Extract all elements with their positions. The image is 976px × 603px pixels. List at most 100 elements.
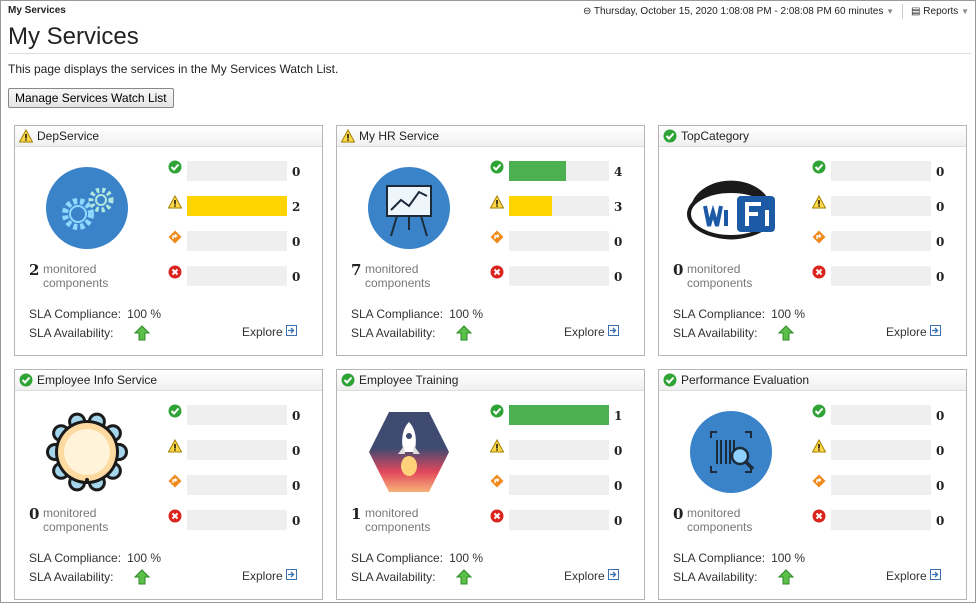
- service-name[interactable]: TopCategory: [681, 129, 750, 143]
- fatal-count: 0: [936, 514, 945, 528]
- warning-count-row[interactable]: 0: [812, 195, 957, 217]
- card-header: TopCategory: [659, 126, 966, 147]
- flower-icon: [45, 410, 129, 499]
- fatal-count-row[interactable]: 0: [812, 265, 957, 287]
- warning-count-row[interactable]: 0: [490, 439, 635, 461]
- sla-availability: SLA Availability:: [351, 325, 472, 341]
- explore-link[interactable]: Explore: [242, 325, 298, 339]
- explore-icon: [930, 569, 942, 583]
- normal-count: 0: [936, 165, 945, 179]
- critical-bar: [831, 231, 931, 251]
- sla-compliance-value: 100 %: [771, 551, 806, 565]
- normal-count-row[interactable]: 4: [490, 160, 635, 182]
- normal-count: 0: [292, 409, 301, 423]
- chevron-down-icon: ▼: [886, 7, 895, 16]
- critical-count-row[interactable]: 0: [168, 230, 313, 252]
- service-name[interactable]: Employee Training: [359, 373, 459, 387]
- fatal-count-row[interactable]: 0: [490, 509, 635, 531]
- explore-link[interactable]: Explore: [242, 569, 298, 583]
- service-card[interactable]: DepService 2 monitored components 0 2 0 0 SLA…: [14, 125, 323, 356]
- manage-watch-list-button[interactable]: Manage Services Watch List: [8, 88, 174, 108]
- normal-count-row[interactable]: 0: [168, 404, 313, 426]
- normal-count: 4: [614, 165, 623, 179]
- normal-count: 0: [292, 165, 301, 179]
- sla-availability: SLA Availability:: [29, 569, 150, 585]
- critical-count-row[interactable]: 0: [490, 474, 635, 496]
- critical-count-row[interactable]: 0: [812, 230, 957, 252]
- critical-bar: [187, 475, 287, 495]
- critical-bar: [831, 475, 931, 495]
- normal-bar: [831, 161, 931, 181]
- explore-link[interactable]: Explore: [886, 569, 942, 583]
- arrow-up-icon: [777, 325, 794, 341]
- critical-count: 0: [614, 479, 623, 493]
- fatal-bar: [187, 510, 287, 530]
- warning-bar-fill: [509, 196, 552, 216]
- warning-count-row[interactable]: 2: [168, 195, 313, 217]
- normal-count-row[interactable]: 0: [812, 160, 957, 182]
- service-name[interactable]: Employee Info Service: [37, 373, 158, 387]
- service-name[interactable]: Performance Evaluation: [681, 373, 810, 387]
- explore-link[interactable]: Explore: [564, 325, 620, 339]
- fatal-count-row[interactable]: 0: [168, 265, 313, 287]
- critical-bar: [187, 231, 287, 251]
- service-card[interactable]: Employee Info Service 0 monitored componen…: [14, 369, 323, 600]
- warning-count: 0: [614, 444, 623, 458]
- warning-count: 2: [292, 200, 301, 214]
- sla-compliance: SLA Compliance: 100 %: [351, 551, 484, 565]
- explore-link[interactable]: Explore: [564, 569, 620, 583]
- warning-bar: [187, 196, 287, 216]
- warning-bar: [509, 440, 609, 460]
- normal-bar: [187, 405, 287, 425]
- monitored-components: 2 monitored components: [29, 261, 109, 290]
- critical-count-row[interactable]: 0: [490, 230, 635, 252]
- fatal-count-row[interactable]: 0: [168, 509, 313, 531]
- rocket-icon: [367, 410, 451, 499]
- sla-availability: SLA Availability:: [351, 569, 472, 585]
- service-card[interactable]: Performance Evaluation 0 monitored compone…: [658, 369, 967, 600]
- arrow-up-icon: [777, 569, 794, 585]
- fatal-count-row[interactable]: 0: [490, 265, 635, 287]
- report-icon: ▤: [911, 6, 924, 17]
- monitored-components: 7 monitored components: [351, 261, 431, 290]
- fatal-bar: [509, 266, 609, 286]
- sla-availability: SLA Availability:: [673, 325, 794, 341]
- warning-count: 3: [614, 200, 623, 214]
- warning-count-row[interactable]: 3: [490, 195, 635, 217]
- monitored-components: 0 monitored components: [673, 505, 753, 534]
- warning-count-row[interactable]: 0: [812, 439, 957, 461]
- reports-menu[interactable]: ▤ Reports ▼: [911, 6, 969, 17]
- time-range-selector[interactable]: ⊖ Thursday, October 15, 2020 1:08:08 PM …: [582, 6, 895, 17]
- top-bar-controls: ⊖ Thursday, October 15, 2020 1:08:08 PM …: [583, 4, 969, 19]
- card-header: My HR Service: [337, 126, 644, 147]
- critical-count: 0: [292, 479, 301, 493]
- sla-compliance: SLA Compliance: 100 %: [673, 307, 806, 321]
- normal-bar: [509, 161, 609, 181]
- page-description: This page displays the services in the M…: [8, 62, 339, 76]
- normal-count-row[interactable]: 1: [490, 404, 635, 426]
- arrow-up-icon: [455, 569, 472, 585]
- fatal-count: 0: [614, 270, 623, 284]
- normal-bar: [509, 405, 609, 425]
- normal-count-row[interactable]: 0: [812, 404, 957, 426]
- warning-count-row[interactable]: 0: [168, 439, 313, 461]
- service-name[interactable]: DepService: [37, 129, 100, 143]
- sla-availability: SLA Availability:: [29, 325, 150, 341]
- barcode-search-icon: [689, 410, 773, 499]
- explore-icon: [608, 569, 620, 583]
- critical-bar: [509, 475, 609, 495]
- critical-count-row[interactable]: 0: [812, 474, 957, 496]
- explore-link[interactable]: Explore: [886, 325, 942, 339]
- sla-compliance: SLA Compliance: 100 %: [351, 307, 484, 321]
- normal-count-row[interactable]: 0: [168, 160, 313, 182]
- service-name[interactable]: My HR Service: [359, 129, 440, 143]
- card-header: Employee Training: [337, 370, 644, 391]
- fatal-count-row[interactable]: 0: [812, 509, 957, 531]
- arrow-up-icon: [133, 325, 150, 341]
- fatal-count: 0: [614, 514, 623, 528]
- service-card[interactable]: TopCategory 0 monitored components 0 0 0 0 SL…: [658, 125, 967, 356]
- critical-count-row[interactable]: 0: [168, 474, 313, 496]
- service-card[interactable]: Employee Training 1 monitored components 1…: [336, 369, 645, 600]
- gears-icon: [45, 166, 129, 255]
